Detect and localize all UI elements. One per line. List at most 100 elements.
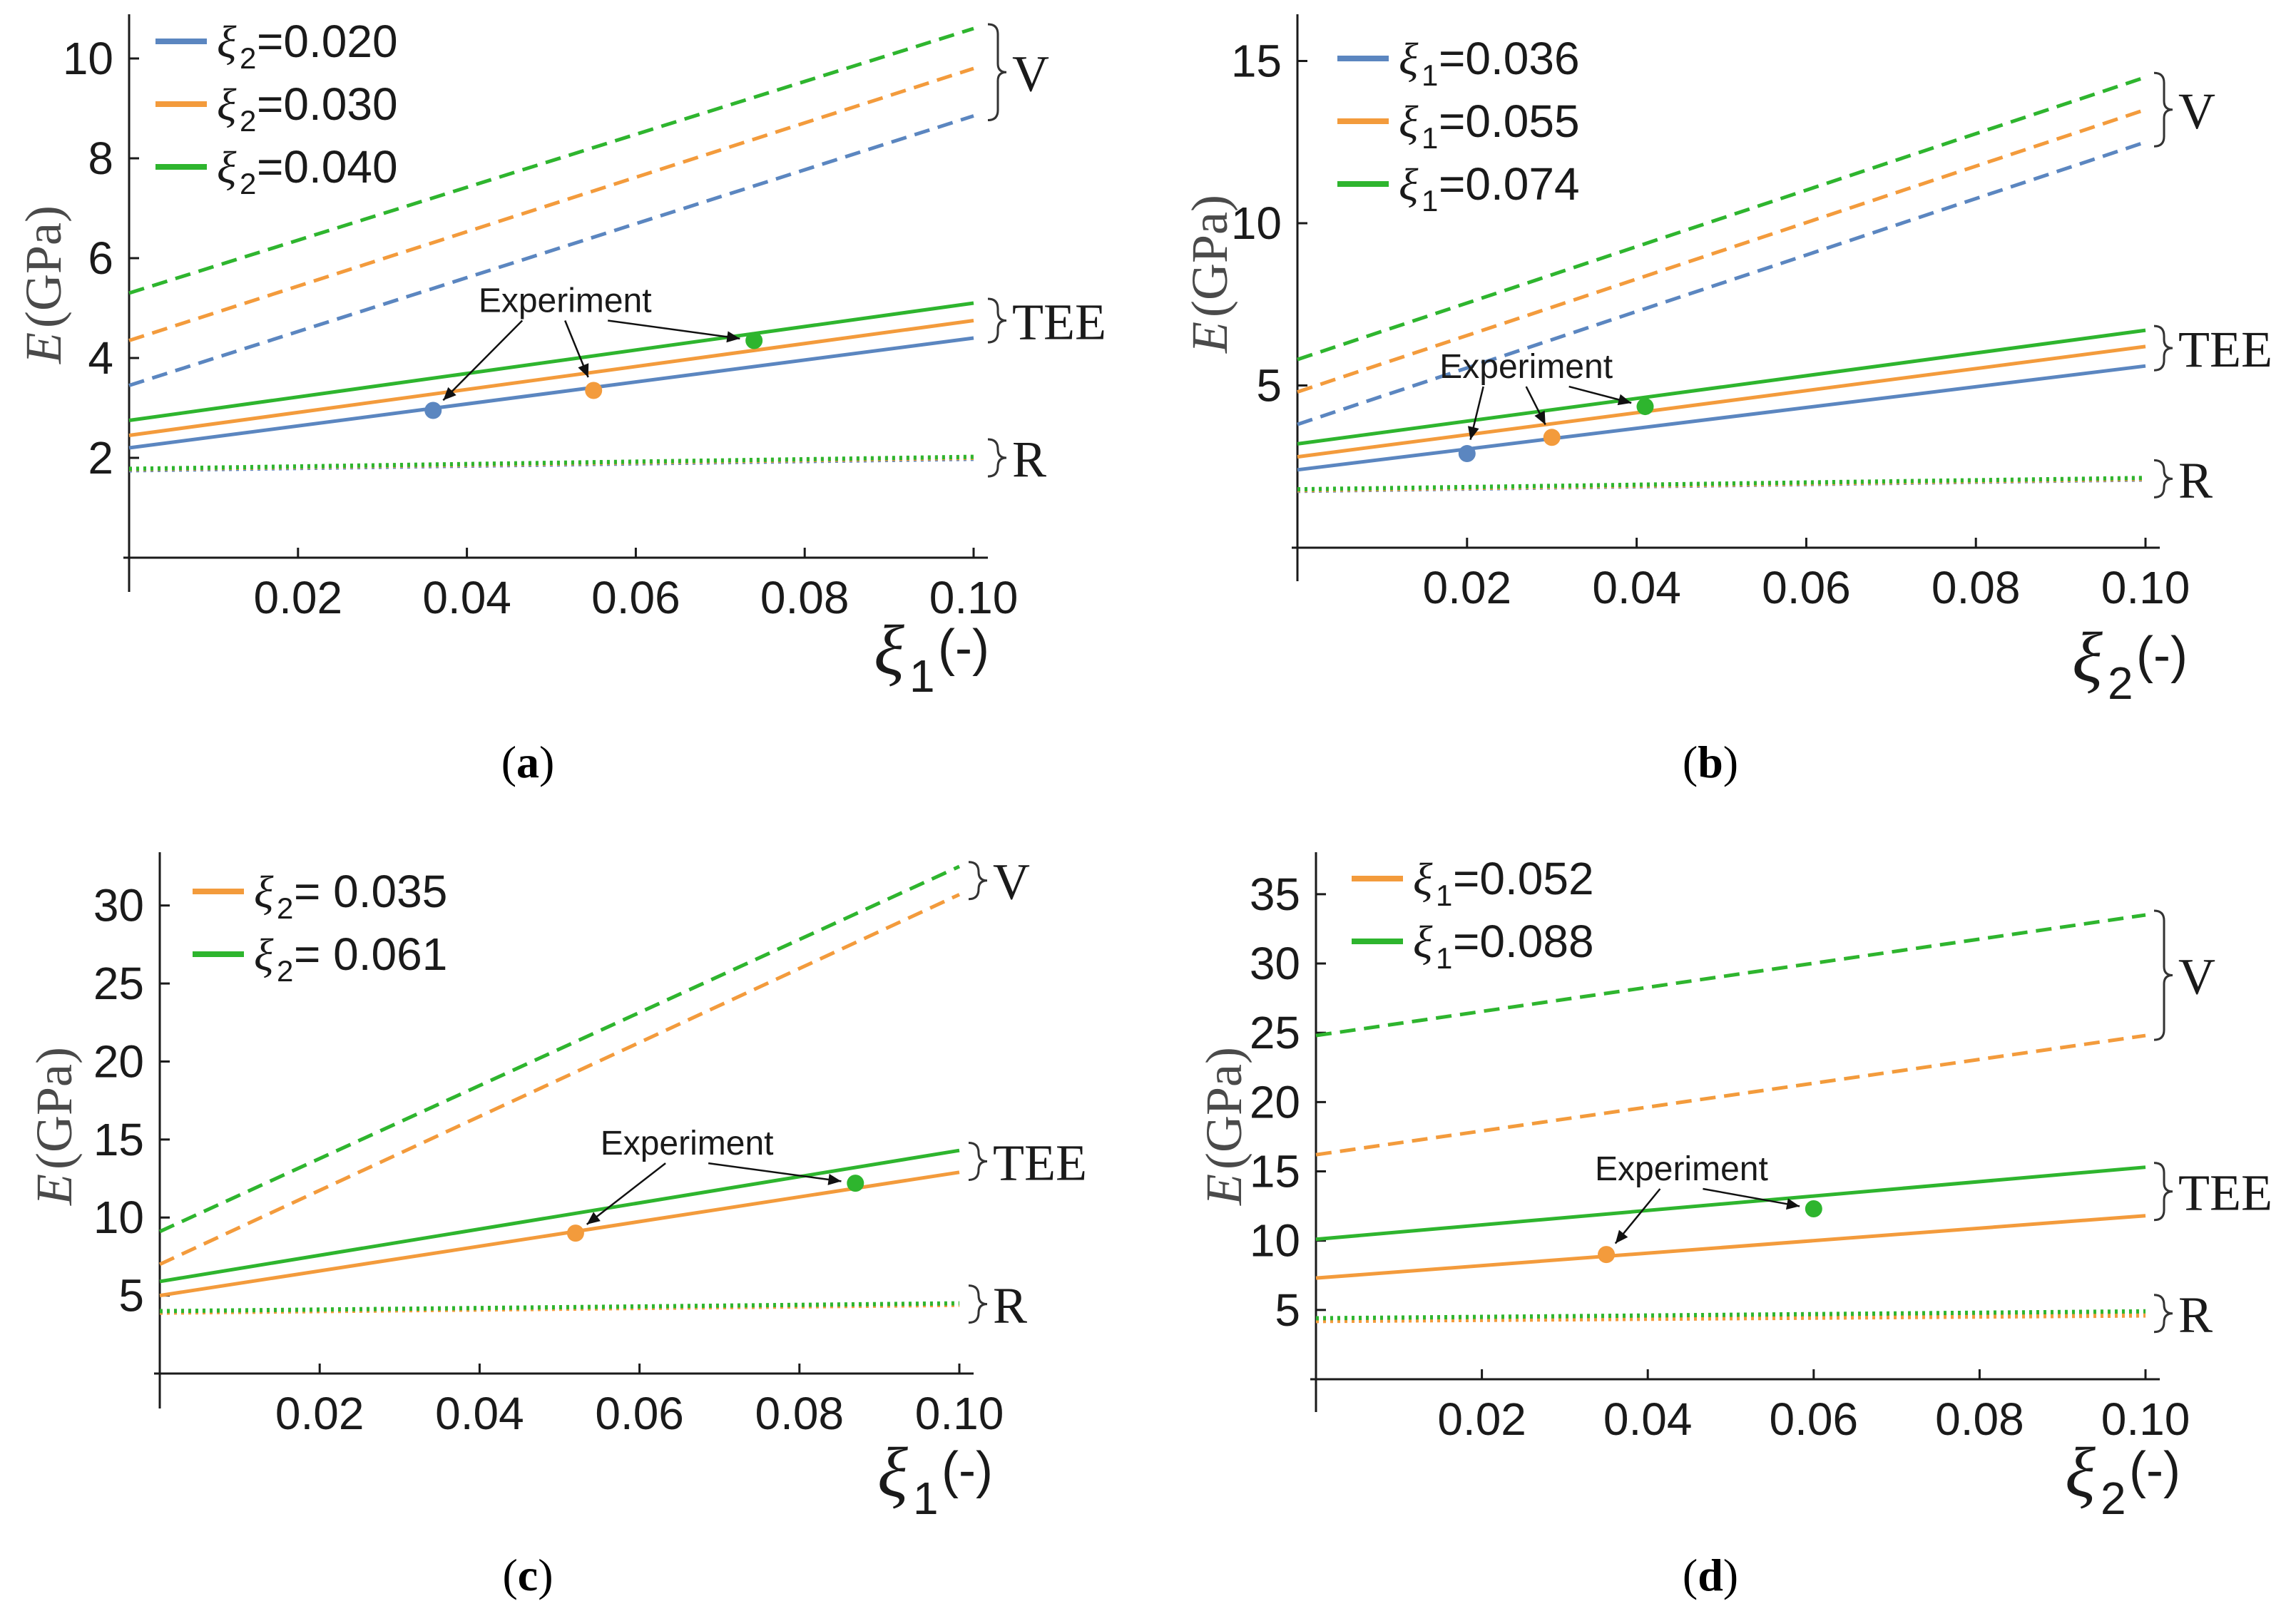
- experiment-arrow: [1703, 1187, 1800, 1207]
- caption-close: ): [1723, 1550, 1738, 1600]
- legend-value: = 0.061: [294, 929, 447, 980]
- series-line-r-green: [1315, 1309, 2146, 1321]
- group-label-tee: TEE: [2178, 321, 2272, 378]
- caption-open: (: [501, 737, 516, 787]
- legend-value: =0.030: [257, 78, 398, 130]
- y-tick-label: 25: [93, 958, 144, 1009]
- series-line-r-green: [159, 1301, 960, 1314]
- x-tick-label: 0.02: [1423, 562, 1512, 613]
- y-tick-label: 5: [118, 1270, 144, 1321]
- group-label-r: R: [993, 1277, 1027, 1334]
- panel-caption: (d): [1683, 1550, 1738, 1600]
- legend-subscript: 1: [1422, 184, 1438, 218]
- x-tick-label: 0.02: [254, 572, 343, 623]
- x-axis-unit: (-): [938, 620, 989, 677]
- legend-symbol: ξ: [254, 929, 274, 980]
- legend-subscript: 1: [1422, 58, 1438, 92]
- group-brace-tee: [968, 1141, 988, 1181]
- group-brace-tee: [2153, 324, 2173, 372]
- legend-symbol: ξ: [217, 142, 237, 193]
- group-brace-v: [2153, 71, 2173, 148]
- group-brace-v: [968, 861, 988, 901]
- experiment-point-orange: [1598, 1246, 1616, 1264]
- series-line-v-blue: [128, 114, 974, 387]
- series-line-tee-green: [1315, 1165, 2146, 1242]
- series-line-v-green: [1315, 913, 2146, 1038]
- legend-value: =0.036: [1439, 33, 1580, 84]
- x-tick-label: 0.08: [755, 1388, 845, 1439]
- caption-open: (: [1683, 737, 1698, 787]
- y-tick-label: 10: [93, 1192, 144, 1243]
- x-axis-symbol: ξ: [2065, 1433, 2096, 1512]
- legend-subscript: 2: [240, 41, 256, 75]
- x-tick-label: 0.06: [1762, 562, 1851, 613]
- x-tick-label: 0.04: [422, 572, 511, 623]
- experiment-arrow: [442, 319, 524, 402]
- experiment-arrow: [608, 319, 740, 340]
- group-brace-r: [968, 1284, 988, 1324]
- x-axis-subscript: 2: [2108, 658, 2133, 709]
- series-line-v-orange: [1297, 108, 2146, 394]
- legend-subscript: 1: [1436, 879, 1452, 912]
- experiment-arrow: [586, 1162, 666, 1225]
- legend-symbol: ξ: [1399, 159, 1419, 210]
- group-brace-tee: [987, 297, 1007, 344]
- y-axis-unit: (GPa): [26, 1047, 83, 1170]
- y-tick-label: 4: [88, 332, 113, 384]
- experiment-point-green: [847, 1175, 864, 1192]
- y-tick-label: 15: [1231, 36, 1282, 87]
- group-brace-v: [2153, 909, 2173, 1041]
- legend-symbol: ξ: [217, 79, 237, 130]
- group-label-r: R: [1012, 431, 1046, 488]
- y-tick-label: 30: [1250, 938, 1300, 989]
- x-tick-label: 0.04: [1592, 562, 1681, 613]
- x-axis-symbol: ξ: [874, 610, 904, 690]
- legend-symbol: ξ: [217, 16, 237, 67]
- group-label-tee: TEE: [993, 1134, 1087, 1191]
- x-axis-unit: (-): [2136, 627, 2188, 684]
- experiment-annotation: Experiment: [479, 282, 652, 320]
- experiment-arrowhead: [1615, 1229, 1628, 1244]
- x-tick-label: 0.10: [915, 1388, 1004, 1439]
- series-line-tee-orange: [159, 1170, 960, 1298]
- experiment-arrowhead: [586, 1212, 601, 1224]
- series-line-tee-orange: [1297, 344, 2146, 459]
- group-label-v: V: [1012, 45, 1049, 102]
- series-line-v-orange: [158, 893, 961, 1267]
- chart-panel-d: 0.02 0.04 0.06 0.08 0.10 5 10 15 20 25 30 35 E (GPa) ξ…: [1195, 852, 2272, 1600]
- group-label-tee: TEE: [2178, 1165, 2272, 1222]
- series-line-r-orange: [1315, 1313, 2146, 1324]
- y-tick-label: 20: [1250, 1076, 1300, 1127]
- x-axis-unit: (-): [942, 1442, 993, 1499]
- y-axis-label: E (GPa): [15, 205, 72, 364]
- series-line-tee-green: [1297, 328, 2146, 446]
- series-line-tee-green: [128, 301, 974, 422]
- x-tick-label: 0.08: [1935, 1394, 2024, 1445]
- series-line-v-green: [128, 26, 974, 295]
- group-brace-tee: [2153, 1162, 2173, 1222]
- x-tick-label: 0.10: [2101, 1394, 2190, 1445]
- legend-symbol: ξ: [1399, 96, 1419, 147]
- experiment-annotation: Experiment: [1595, 1150, 1768, 1188]
- x-tick-label: 0.02: [1437, 1394, 1526, 1445]
- y-tick-label: 8: [88, 133, 113, 184]
- caption-open: (: [502, 1550, 517, 1600]
- series-line-tee-blue: [1297, 364, 2146, 472]
- caption-open: (: [1683, 1550, 1698, 1600]
- caption-close: ): [538, 1550, 553, 1600]
- series-line-tee-blue: [128, 336, 974, 450]
- x-axis-subscript: 2: [2101, 1473, 2126, 1524]
- legend-value: =0.020: [257, 16, 398, 67]
- x-tick-label: 0.04: [435, 1388, 524, 1439]
- x-axis-symbol: ξ: [877, 1433, 908, 1512]
- experiment-arrowhead: [1468, 426, 1479, 440]
- x-axis-label: ξ 1 (-): [877, 1433, 993, 1524]
- x-axis-unit: (-): [2129, 1442, 2180, 1499]
- experiment-annotation: Experiment: [601, 1125, 774, 1162]
- y-tick-label: 35: [1250, 869, 1300, 920]
- legend-value: =0.055: [1439, 96, 1580, 147]
- x-tick-label: 0.10: [2101, 562, 2190, 613]
- experiment-arrowhead: [1785, 1198, 1800, 1210]
- y-axis-unit: (GPa): [1181, 195, 1238, 317]
- panel-caption: (c): [502, 1550, 553, 1600]
